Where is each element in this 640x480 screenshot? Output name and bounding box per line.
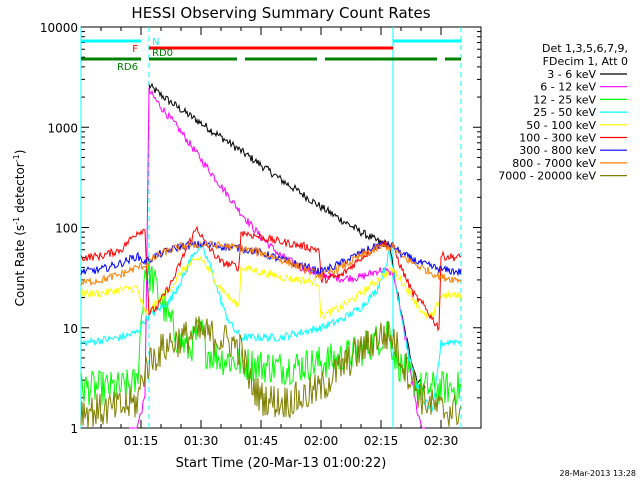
state-bar-label: RD6 bbox=[117, 62, 138, 73]
series-line bbox=[80, 225, 462, 332]
y-axis-label-part3: ) bbox=[13, 150, 27, 155]
y-tick-label: 1000 bbox=[47, 121, 78, 135]
series-line bbox=[80, 316, 462, 428]
y-tick-label: 100 bbox=[55, 222, 78, 236]
y-tick-labels: 1 10 100 1000 10000 bbox=[40, 21, 78, 436]
legend-label: 800 - 7000 keV bbox=[512, 157, 596, 170]
state-bar-label: RD0 bbox=[152, 48, 173, 59]
legend-label: 50 - 100 keV bbox=[526, 119, 596, 132]
series-line bbox=[129, 87, 425, 429]
x-tick-label: 02:15 bbox=[364, 434, 399, 448]
x-axis-label: Start Time (20-Mar-13 01:00:22) bbox=[176, 456, 387, 471]
series-line bbox=[80, 255, 462, 321]
y-axis-label-part2: detector bbox=[13, 162, 27, 217]
state-bars: N F RD0 RD6 bbox=[81, 37, 461, 73]
legend-header-line1: Det 1,3,5,6,7,9, bbox=[542, 42, 628, 55]
series-line bbox=[148, 82, 426, 390]
x-tick-label: 02:00 bbox=[304, 434, 339, 448]
x-tick-label: 02:30 bbox=[424, 434, 459, 448]
y-axis-label-part1: Count Rate (s bbox=[13, 225, 27, 307]
y-axis-label-sup1: -1 bbox=[12, 217, 21, 225]
y-axis-label-group: Count Rate (s-1 detector-1) bbox=[12, 150, 27, 307]
legend: Det 1,3,5,6,7,9, FDecim 1, Att 0 3 - 6 k… bbox=[498, 42, 628, 183]
plot-area: N F RD0 RD6 bbox=[80, 26, 482, 429]
timestamp: 28-Mar-2013 13:28 bbox=[560, 469, 637, 478]
legend-label: 7000 - 20000 keV bbox=[498, 170, 596, 183]
state-bar-label: F bbox=[132, 44, 138, 55]
x-tick-label: 01:15 bbox=[124, 434, 159, 448]
series-line bbox=[80, 258, 462, 407]
series-lines bbox=[80, 82, 462, 429]
y-tick-label: 10 bbox=[63, 322, 78, 336]
y-axis-label-sup2: -1 bbox=[12, 154, 21, 162]
y-tick-label: 10000 bbox=[40, 21, 78, 35]
y-tick-label: 1 bbox=[70, 422, 78, 436]
legend-label: 3 - 6 keV bbox=[547, 68, 596, 81]
legend-label: 12 - 25 keV bbox=[533, 93, 596, 106]
legend-label: 100 - 300 keV bbox=[519, 132, 596, 145]
series-line bbox=[80, 240, 462, 287]
state-bar-label: N bbox=[152, 37, 159, 48]
chart-title: HESSI Observing Summary Count Rates bbox=[131, 4, 430, 22]
x-tick-label: 01:45 bbox=[244, 434, 279, 448]
legend-label: 25 - 50 keV bbox=[533, 106, 596, 119]
legend-label: 6 - 12 keV bbox=[540, 81, 596, 94]
x-tick-labels: 01:15 01:30 01:45 02:00 02:15 02:30 bbox=[124, 434, 459, 448]
legend-label: 300 - 800 keV bbox=[519, 144, 596, 157]
y-axis-label: Count Rate (s-1 detector-1) bbox=[12, 150, 27, 307]
legend-header-line2: FDecim 1, Att 0 bbox=[543, 55, 628, 68]
series-line bbox=[80, 242, 462, 413]
x-tick-label: 01:30 bbox=[184, 434, 219, 448]
